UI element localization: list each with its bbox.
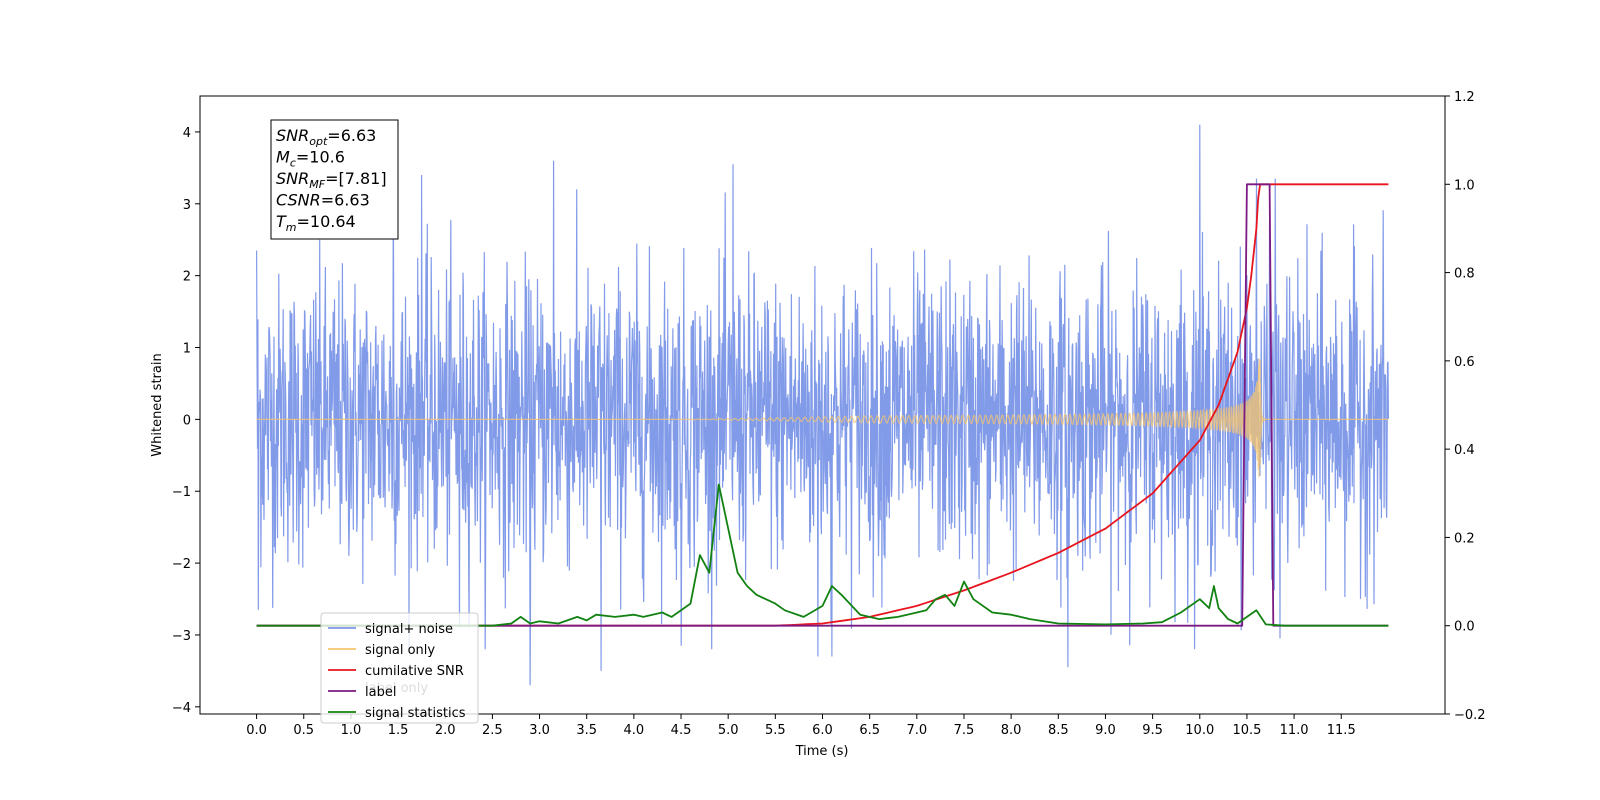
legend-label: cumilative SNR [365,664,464,679]
x-tick-label: 5.5 [765,723,786,738]
y2-tick-label: 1.0 [1454,178,1475,193]
legend-hidden-label: label only [365,681,428,696]
x-tick-label: 1.5 [388,723,409,738]
x-tick-label: 5.0 [718,723,739,738]
series-signal-plus-noise [256,124,1389,686]
legend-label: signal only [365,643,435,658]
series-signal-only [256,358,1389,478]
y2-tick-label: 0.4 [1454,443,1475,458]
x-tick-label: 8.0 [1001,723,1022,738]
annotation-line: SNRMF=[7.81] [276,169,387,191]
y-tick-label: −1 [172,485,191,500]
x-tick-label: 4.0 [624,723,645,738]
series-signal-statistics [256,483,1389,627]
y2-tick-label: 0.0 [1454,620,1475,635]
x-tick-label: 9.0 [1095,723,1116,738]
x-tick-label: 2.5 [482,723,503,738]
x-tick-label: 9.5 [1142,723,1163,738]
y-tick-label: 2 [183,270,191,285]
y-tick-label: 1 [183,342,191,357]
y-tick-label: 4 [183,126,191,141]
x-tick-label: 4.5 [671,723,692,738]
legend-label: label [365,685,396,700]
y-axis-left: 4 3 2 1 0 −1 −2 −3 −4 [172,126,200,716]
y-tick-label: 3 [183,198,191,213]
x-tick-label: 7.5 [954,723,975,738]
annotation-line: CSNR=6.63 [276,191,370,210]
x-tick-label: 10.0 [1185,723,1214,738]
x-tick-label: 0.5 [293,723,314,738]
y-axis-right: 1.2 1.0 0.8 0.6 0.4 0.2 0.0 −0.2 [1445,90,1486,723]
y2-tick-label: 0.6 [1454,355,1475,370]
x-tick-label: 2.0 [435,723,456,738]
x-axis: 0.0 0.5 1.0 1.5 2.0 2.5 3.0 3.5 4.0 4.5 5.0 5.5 6.0 6… [246,714,1356,738]
x-tick-label: 3.0 [529,723,550,738]
annotation-line: SNRopt=6.63 [276,126,376,148]
legend-frame [320,612,479,724]
legend: label only signal+ noise signal only cumil… [320,612,479,724]
series-layer [256,124,1389,686]
annotation-line: Mc=10.6 [276,148,345,170]
y-tick-label: −4 [172,701,191,716]
annotation-line: Tm=10.64 [276,212,356,234]
x-tick-label: 11.0 [1280,723,1309,738]
x-tick-label: 10.5 [1232,723,1261,738]
y-tick-label: −3 [172,629,191,644]
x-tick-label: 3.5 [576,723,597,738]
x-tick-label: 0.0 [246,723,267,738]
x-tick-label: 11.5 [1327,723,1356,738]
y2-tick-label: −0.2 [1454,708,1486,723]
y-tick-label: 0 [183,413,191,428]
legend-label: signal+ noise [365,622,453,637]
x-tick-label: 6.0 [812,723,833,738]
x-tick-label: 8.5 [1048,723,1069,738]
y-tick-label: −2 [172,557,191,572]
x-axis-label: Time (s) [795,744,849,759]
y2-tick-label: 1.2 [1454,90,1475,105]
y2-tick-label: 0.2 [1454,531,1475,546]
y2-tick-label: 0.8 [1454,267,1475,282]
legend-label: signal statistics [365,706,466,721]
y-axis-label: Whitened strain [150,353,165,456]
x-tick-label: 7.0 [906,723,927,738]
x-tick-label: 6.5 [859,723,880,738]
x-tick-label: 1.0 [341,723,362,738]
